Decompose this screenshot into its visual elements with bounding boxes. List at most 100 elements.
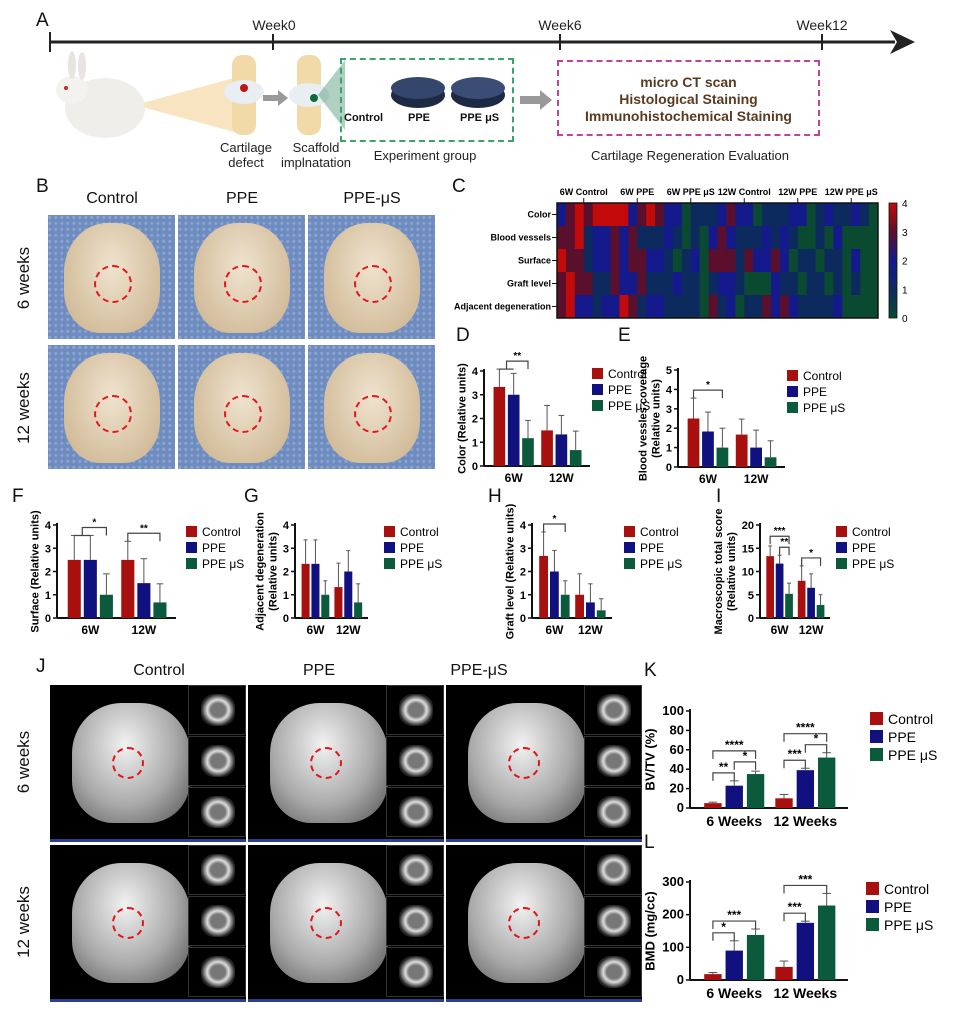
bar-chart-h: 0 1 2 3 4 Graft level (Relative units) 6W 12W * C… [504, 503, 682, 639]
evaluation-caption: Cartilage Regeneration Evaluation [590, 148, 789, 163]
x-tick-label: 12W [132, 623, 157, 637]
heatmap-cell [637, 226, 647, 250]
heatmap-cell [824, 203, 834, 227]
timeline-diagram [49, 30, 915, 138]
significance-label: *** [798, 872, 812, 886]
heatmap-cell [797, 272, 808, 296]
scaffold-implantation-caption: Scaffold implnatation [280, 140, 352, 170]
significance-bracket [712, 750, 757, 759]
bar-ppe-μs-6-weeks [746, 934, 765, 980]
heatmap-cell [628, 249, 638, 273]
heatmap-cell [690, 226, 701, 250]
legend-label: Control [852, 525, 891, 539]
y-tick-label: 2 [520, 567, 526, 579]
heatmap-cell [762, 272, 772, 296]
heatmap-cell [557, 203, 567, 227]
legend-swatch [866, 918, 879, 931]
heatmap-cell [833, 203, 843, 227]
defect-circle [310, 747, 342, 779]
defect-circle [224, 395, 262, 433]
x-tick-label: 6W [545, 623, 564, 637]
arrow-icon [263, 90, 288, 106]
y-tick-label: 60 [670, 742, 684, 757]
heatmap-cell [815, 226, 825, 250]
heatmap-cell [833, 295, 843, 319]
y-tick-label: 0 [748, 613, 754, 625]
heatmap-cell [681, 295, 692, 319]
heatmap-cell [610, 203, 620, 227]
heatmap-cell [806, 203, 816, 227]
heatmap-cell [574, 249, 585, 273]
bar-control-6-weeks [704, 974, 722, 980]
heatmap-cell [708, 249, 718, 273]
heatmap-cell [753, 295, 763, 319]
heatmap-cell [601, 249, 611, 273]
heatmap-cell [565, 203, 576, 227]
heatmap-cell [655, 249, 665, 273]
week12-label: Week12 [796, 17, 848, 33]
y-tick-label: 20 [742, 520, 754, 532]
heatmap-cell [771, 295, 781, 319]
heatmap-cell [708, 272, 718, 296]
microct-image [248, 685, 444, 842]
bar-ppe-12w [555, 434, 568, 466]
heatmap-cell [717, 226, 727, 250]
heatmap-cell [565, 272, 576, 296]
heatmap-cell [592, 295, 602, 319]
experiment-group-box: Control PPE PPE μS [340, 58, 514, 142]
heatmap-cell [753, 272, 763, 296]
microct-image [446, 845, 642, 1002]
heatmap-cell [708, 203, 718, 227]
significance-bracket [783, 759, 806, 769]
heatmap-column-label: 12W PPE μS [825, 187, 878, 197]
defect-circle [354, 395, 392, 433]
legend-label: PPE [888, 729, 916, 745]
legend-swatch [866, 900, 879, 913]
panel-label-f: F [12, 486, 24, 507]
defect-circle [508, 747, 540, 779]
heatmap-cell [574, 272, 585, 296]
y-axis-label: Blood vessles coverage [637, 356, 649, 481]
heatmap-cell [771, 249, 781, 273]
significance-label: **** [725, 738, 744, 752]
colorbar-tick-label: 2 [902, 257, 908, 268]
heatmap-cell [690, 295, 701, 319]
y-tick-label: 15 [742, 543, 754, 555]
heatmap-cell [655, 295, 665, 319]
legend-label: PPE μS [608, 399, 650, 413]
heatmap-cell [583, 203, 594, 227]
heatmap-cell [655, 226, 665, 250]
heatmap-cell [869, 272, 879, 296]
heatmap-cell [860, 203, 870, 227]
heatmap-cell [646, 295, 656, 319]
heatmap-cell [833, 272, 843, 296]
heatmap-cell [592, 226, 602, 250]
significance-label: *** [727, 908, 741, 922]
significance-label: * [552, 514, 556, 525]
heatmap-cell [610, 226, 620, 250]
significance-bracket [733, 761, 757, 770]
group-control: Control [344, 112, 384, 124]
legend-label: Control [888, 711, 933, 727]
heatmap-cell [824, 272, 834, 296]
heatmap-cell [735, 272, 745, 296]
heatmap-cell [735, 249, 745, 273]
microct-section [584, 845, 642, 895]
heatmap-cell [851, 295, 861, 319]
heatmap-column-label: 6W PPE [620, 187, 654, 197]
legend-swatch [186, 542, 197, 553]
y-tick-label: 40 [670, 761, 684, 776]
legend-label: Control [640, 525, 679, 539]
y-axis-label: BV/TV (%) [643, 728, 658, 790]
heatmap-cell [628, 272, 638, 296]
y-tick-label: 0 [520, 613, 526, 625]
x-tick-label: 6W [81, 623, 100, 637]
legend-swatch [592, 384, 603, 395]
y-axis-label: Color (Relative units) [456, 363, 468, 474]
heatmap-cell [806, 226, 816, 250]
heatmap-cell [788, 249, 799, 273]
heatmap-cell [762, 203, 772, 227]
bar-ppe-μs-6w [560, 594, 570, 618]
heatmap-cell [824, 249, 834, 273]
